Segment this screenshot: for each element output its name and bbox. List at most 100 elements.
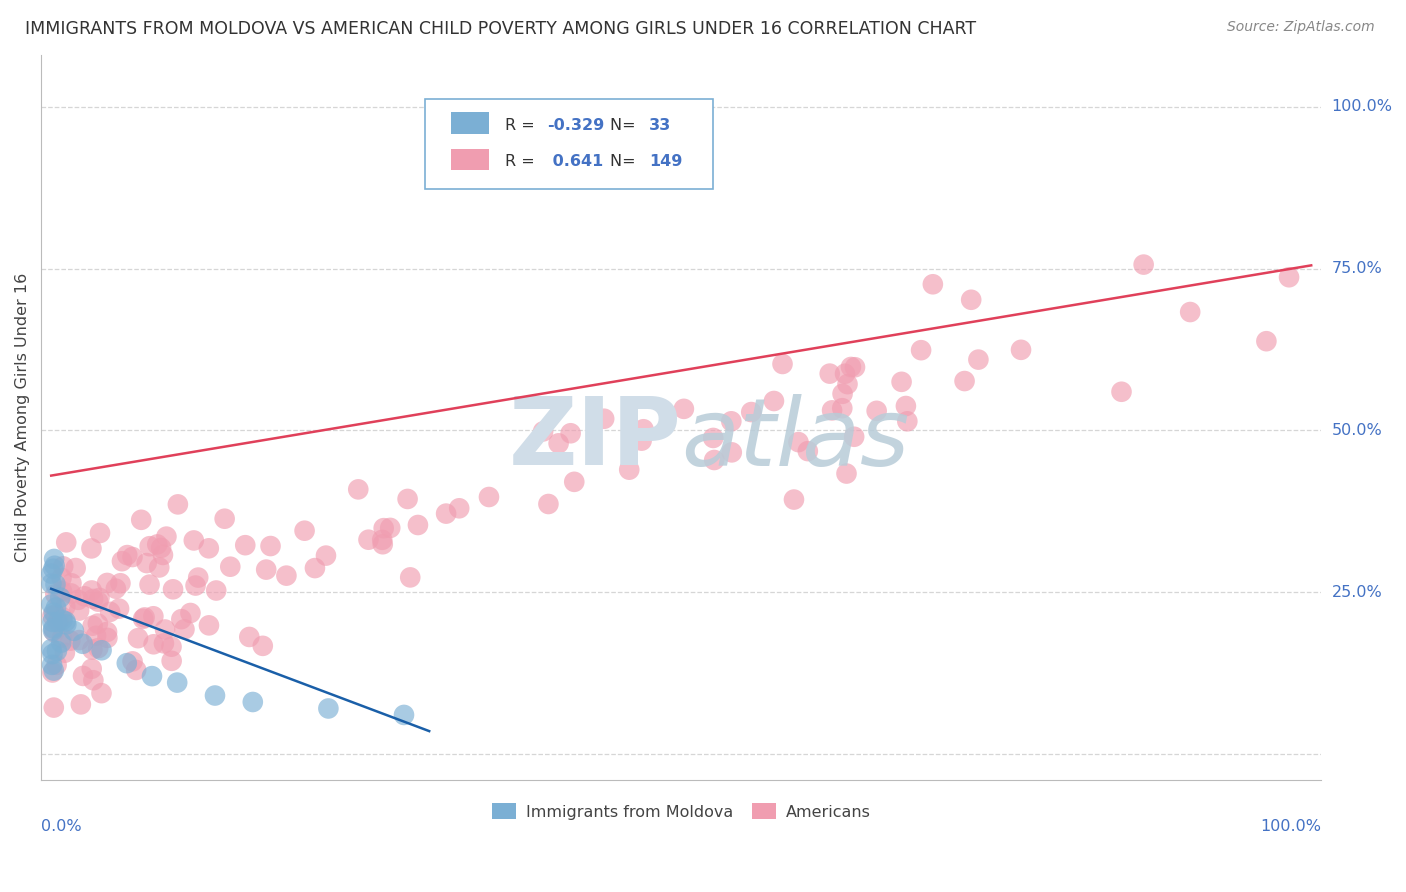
Point xyxy=(894,399,917,413)
Point xyxy=(252,639,274,653)
Point xyxy=(51,631,73,645)
Text: 0.641: 0.641 xyxy=(547,154,603,169)
Point xyxy=(117,548,139,562)
Point xyxy=(82,591,104,606)
Point xyxy=(90,686,112,700)
Point xyxy=(184,578,207,592)
Point xyxy=(87,641,110,656)
Point xyxy=(380,521,402,535)
Point xyxy=(51,610,73,624)
Point xyxy=(80,583,103,598)
Point xyxy=(72,669,94,683)
Point xyxy=(51,613,73,627)
Point xyxy=(135,556,157,570)
Point xyxy=(783,492,806,507)
Point xyxy=(41,615,63,629)
Text: 25.0%: 25.0% xyxy=(1331,584,1382,599)
Point xyxy=(55,535,77,549)
Point xyxy=(60,576,83,591)
Point xyxy=(960,293,983,307)
Text: 0.0%: 0.0% xyxy=(41,820,82,835)
Point xyxy=(72,637,94,651)
Point xyxy=(45,657,67,672)
Point xyxy=(121,654,143,668)
Point xyxy=(198,541,221,556)
Point xyxy=(121,549,143,564)
Point xyxy=(170,612,193,626)
Point xyxy=(1132,258,1154,272)
Text: 33: 33 xyxy=(650,118,672,133)
Point xyxy=(837,377,859,392)
Point xyxy=(315,549,337,563)
Text: 100.0%: 100.0% xyxy=(1331,99,1392,114)
Point xyxy=(80,541,103,556)
Text: N=: N= xyxy=(610,118,640,133)
Point xyxy=(87,594,110,608)
Point xyxy=(831,386,853,401)
Point xyxy=(1256,334,1278,349)
Point xyxy=(125,663,148,677)
Point xyxy=(259,539,281,553)
Point xyxy=(434,507,457,521)
Text: 75.0%: 75.0% xyxy=(1331,261,1382,277)
Point xyxy=(51,584,73,599)
Point xyxy=(80,662,103,676)
Point xyxy=(392,707,415,722)
Point xyxy=(89,591,111,605)
Point xyxy=(41,665,63,680)
Text: 149: 149 xyxy=(650,154,682,169)
Point xyxy=(214,512,236,526)
Point xyxy=(406,518,429,533)
Point xyxy=(111,554,134,568)
Text: ZIP: ZIP xyxy=(509,393,681,485)
Point xyxy=(921,277,943,292)
Point xyxy=(672,401,695,416)
Point xyxy=(183,533,205,548)
Point xyxy=(115,656,138,670)
Point xyxy=(44,577,66,591)
Point xyxy=(547,436,569,450)
Point xyxy=(179,606,201,620)
Point xyxy=(1010,343,1032,357)
Point xyxy=(127,631,149,645)
Point xyxy=(1278,270,1301,285)
Text: IMMIGRANTS FROM MOLDOVA VS AMERICAN CHILD POVERTY AMONG GIRLS UNDER 16 CORRELATI: IMMIGRANTS FROM MOLDOVA VS AMERICAN CHIL… xyxy=(25,20,976,37)
Text: R =: R = xyxy=(505,118,540,133)
Point xyxy=(69,698,91,712)
Point xyxy=(65,561,87,575)
Point xyxy=(844,360,866,375)
Point xyxy=(633,422,655,436)
FancyBboxPatch shape xyxy=(451,149,489,170)
Point xyxy=(59,633,82,648)
Point xyxy=(304,561,326,575)
Point xyxy=(41,598,63,612)
Point xyxy=(1111,384,1133,399)
Point xyxy=(132,612,155,626)
Point xyxy=(67,604,90,618)
Point xyxy=(155,530,177,544)
Point xyxy=(104,582,127,596)
Point xyxy=(96,624,118,639)
Point xyxy=(98,605,121,619)
Point xyxy=(110,576,132,591)
Point xyxy=(831,401,853,416)
Point xyxy=(153,636,176,650)
Point xyxy=(48,615,70,629)
Point xyxy=(53,599,76,614)
Point xyxy=(167,497,190,511)
Point xyxy=(318,701,340,715)
Point xyxy=(242,695,264,709)
Point xyxy=(87,616,110,631)
Point xyxy=(55,617,77,632)
Point xyxy=(1180,305,1202,319)
Point xyxy=(160,640,183,654)
Point xyxy=(198,618,221,632)
Point xyxy=(162,582,184,597)
Point xyxy=(720,414,742,428)
Point xyxy=(371,533,394,547)
Point xyxy=(294,524,316,538)
Point xyxy=(42,622,65,636)
Point xyxy=(702,431,724,445)
Point xyxy=(449,501,471,516)
Point xyxy=(762,394,785,409)
